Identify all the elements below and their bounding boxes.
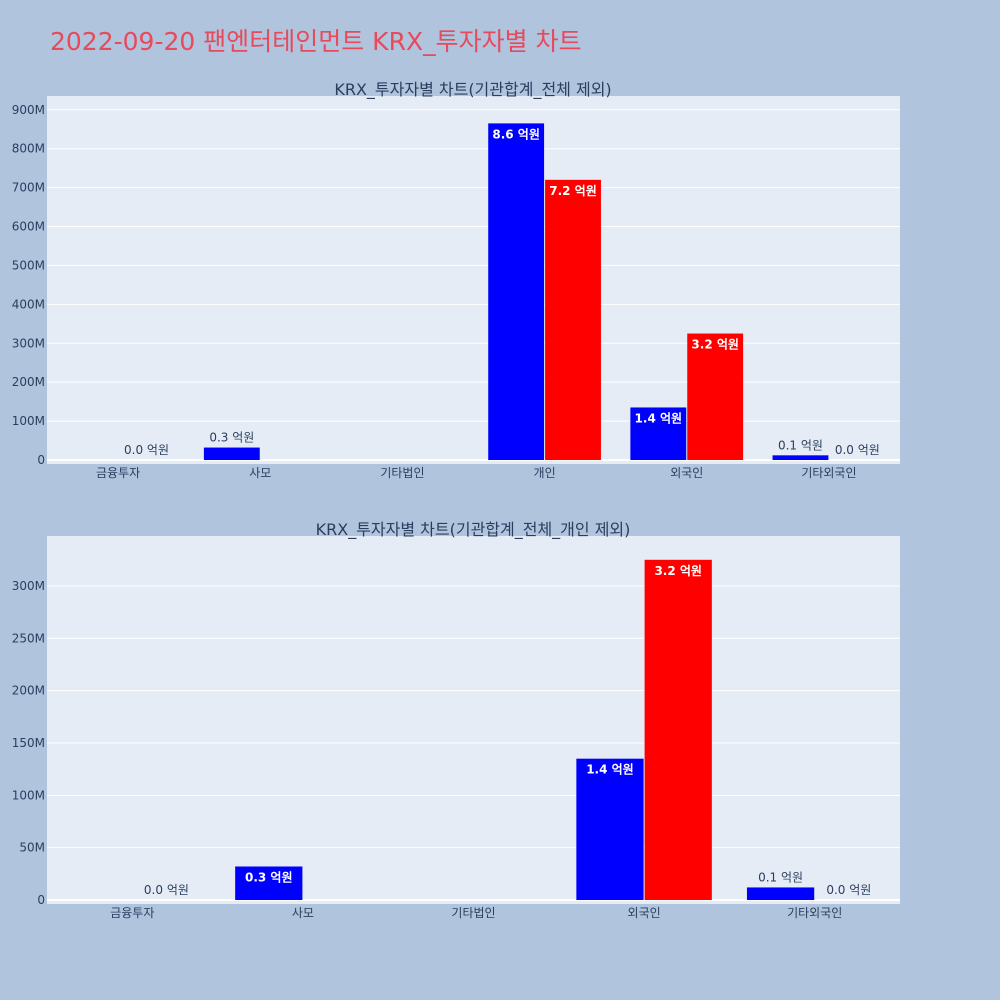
x-tick-label: 기타법인	[451, 906, 495, 920]
data-label: 3.2 억원	[691, 338, 739, 352]
data-label: 0.0 억원	[124, 443, 169, 457]
bar	[772, 455, 829, 460]
bar	[545, 179, 601, 460]
x-tick-label: 기타법인	[380, 466, 424, 480]
chart-top: 0 100M 200M 300M 400M 500M 600M 700M 800M 900M KRX…	[12, 80, 900, 480]
plot-area	[47, 96, 900, 464]
y-tick-label: 200M	[12, 684, 45, 698]
plot-area	[47, 536, 900, 904]
x-tick-label: 사모	[249, 466, 271, 480]
bar	[644, 559, 712, 900]
page-title: 2022-09-20 팬엔터테인먼트 KRX_투자자별 차트	[50, 27, 582, 56]
y-tick-label: 300M	[12, 579, 45, 593]
data-label: 3.2 억원	[654, 564, 702, 578]
bar	[576, 758, 644, 900]
bar	[203, 447, 260, 460]
y-tick-label: 0	[37, 453, 45, 467]
x-tick-label: 기타외국인	[787, 906, 842, 920]
bar	[488, 123, 545, 461]
data-label: 7.2 억원	[549, 184, 597, 198]
y-tick-label: 50M	[19, 841, 45, 855]
y-tick-label: 600M	[12, 220, 45, 234]
chart-title: KRX_투자자별 차트(기관합계_전체 제외)	[334, 80, 611, 100]
data-label: 0.3 억원	[209, 431, 254, 445]
data-label: 0.0 억원	[826, 883, 871, 897]
data-label: 0.3 억원	[245, 871, 293, 885]
data-label: 0.0 억원	[144, 883, 189, 897]
y-tick-label: 400M	[12, 297, 45, 311]
data-label: 1.4 억원	[586, 763, 634, 777]
x-tick-label: 사모	[292, 906, 314, 920]
y-tick-label: 800M	[12, 142, 45, 156]
bar	[746, 887, 815, 900]
y-tick-label: 100M	[12, 414, 45, 428]
x-tick-label: 금융투자	[96, 466, 140, 480]
data-label: 1.4 억원	[635, 411, 683, 425]
y-tick-label: 300M	[12, 336, 45, 350]
y-tick-label: 200M	[12, 375, 45, 389]
data-label: 8.6 억원	[492, 127, 540, 141]
x-tick-label: 외국인	[670, 466, 703, 480]
x-tick-label: 기타외국인	[801, 466, 856, 480]
x-tick-label: 개인	[534, 466, 556, 480]
data-label: 0.1 억원	[758, 870, 803, 884]
y-tick-label: 700M	[12, 181, 45, 195]
y-tick-label: 900M	[12, 103, 45, 117]
data-label: 0.1 억원	[778, 438, 823, 452]
y-tick-label: 250M	[12, 631, 45, 645]
bar	[687, 333, 744, 460]
bar	[630, 407, 687, 460]
bar	[235, 866, 303, 900]
y-tick-label: 150M	[12, 736, 45, 750]
y-tick-label: 100M	[12, 788, 45, 802]
y-tick-label: 0	[37, 893, 45, 907]
chart-title: KRX_투자자별 차트(기관합계_전체_개인 제외)	[316, 520, 631, 540]
data-label: 0.0 억원	[835, 443, 880, 457]
y-tick-label: 500M	[12, 258, 45, 272]
x-tick-label: 금융투자	[110, 906, 154, 920]
x-tick-label: 외국인	[628, 906, 661, 920]
